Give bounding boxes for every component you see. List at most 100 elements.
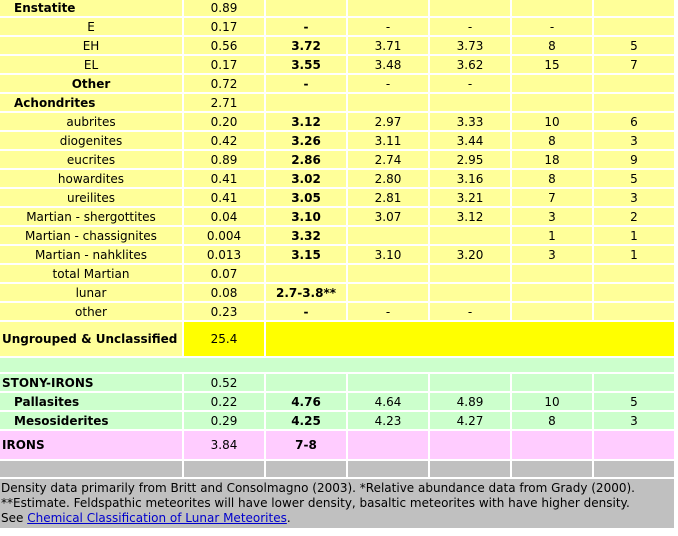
abundance-value: 0.89: [184, 0, 264, 16]
density-max: 2.95: [430, 151, 510, 168]
table-row-nakhlites: Martian - nahklites 0.013 3.15 3.10 3.20…: [0, 246, 674, 263]
density-min: 2.81: [348, 189, 428, 206]
class-name: Mesosiderites: [0, 412, 182, 429]
density-value: 3.26: [266, 132, 346, 149]
empty-cell: [512, 461, 592, 477]
density-value: 2.86: [266, 151, 346, 168]
class-name: other: [0, 303, 182, 320]
abundance-value: 2.71: [184, 94, 264, 111]
density-max: 3.62: [430, 56, 510, 73]
meteorite-count: 9: [594, 151, 674, 168]
meteorite-count: [594, 94, 674, 111]
abundance-value: 0.72: [184, 75, 264, 92]
density-min: [348, 94, 428, 111]
empty-cell: [266, 322, 674, 356]
class-name: Pallasites: [0, 393, 182, 410]
class-name: Ungrouped & Unclassified: [0, 322, 182, 356]
density-value: 4.25: [266, 412, 346, 429]
empty-cell: [0, 358, 674, 372]
empty-cell: [348, 461, 428, 477]
sample-count: 8: [512, 37, 592, 54]
sample-count: 10: [512, 113, 592, 130]
footnote-line-2: **Estimate. Feldspathic meteorites will …: [1, 496, 630, 510]
class-name: lunar: [0, 284, 182, 301]
density-min: -: [348, 18, 428, 35]
density-min: 3.71: [348, 37, 428, 54]
sample-count: [512, 284, 592, 301]
density-max: 3.73: [430, 37, 510, 54]
abundance-value: 0.013: [184, 246, 264, 263]
density-min: [348, 284, 428, 301]
density-max: 3.21: [430, 189, 510, 206]
footnote: Density data primarily from Britt and Co…: [0, 479, 674, 528]
class-name: Other: [0, 75, 182, 92]
density-value: 4.76: [266, 393, 346, 410]
abundance-value: 0.17: [184, 18, 264, 35]
abundance-value: 0.22: [184, 393, 264, 410]
meteorite-count: 3: [594, 412, 674, 429]
meteorite-count: [594, 284, 674, 301]
table-row-ungrouped: Ungrouped & Unclassified 25.4: [0, 322, 674, 356]
table-row-achondrites: Achondrites 2.71: [0, 94, 674, 111]
see-suffix: .: [286, 511, 291, 525]
density-value: [266, 265, 346, 282]
density-min: [348, 227, 428, 244]
abundance-value: 0.20: [184, 113, 264, 130]
table-row-shergottites: Martian - shergottites 0.04 3.10 3.07 3.…: [0, 208, 674, 225]
density-value: 7-8: [266, 431, 346, 459]
density-max: 3.33: [430, 113, 510, 130]
class-name: Achondrites: [0, 94, 182, 111]
class-name: ureilites: [0, 189, 182, 206]
density-min: [348, 0, 428, 16]
density-max: [430, 227, 510, 244]
density-min: [348, 431, 428, 459]
table-row-mesosiderites: Mesosiderites 0.29 4.25 4.23 4.27 8 3: [0, 412, 674, 429]
density-value: 2.7-3.8**: [266, 284, 346, 301]
density-max: 3.16: [430, 170, 510, 187]
sample-count: 8: [512, 132, 592, 149]
density-max: [430, 94, 510, 111]
table-row-eh: EH 0.56 3.72 3.71 3.73 8 5: [0, 37, 674, 54]
meteorite-count: 1: [594, 246, 674, 263]
density-value: [266, 374, 346, 391]
table-row-chassignites: Martian - chassignites 0.004 3.32 1 1: [0, 227, 674, 244]
abundance-value: 0.23: [184, 303, 264, 320]
sample-count: 1: [512, 227, 592, 244]
class-name: E: [0, 18, 182, 35]
density-min: 3.07: [348, 208, 428, 225]
class-name: Martian - shergottites: [0, 208, 182, 225]
table-row-lunar: lunar 0.08 2.7-3.8**: [0, 284, 674, 301]
sample-count: [512, 431, 592, 459]
density-value: 3.10: [266, 208, 346, 225]
meteorite-count: 6: [594, 113, 674, 130]
class-name: EL: [0, 56, 182, 73]
abundance-value: 0.004: [184, 227, 264, 244]
sample-count: 15: [512, 56, 592, 73]
density-value: -: [266, 303, 346, 320]
spacer-row: [0, 358, 674, 372]
abundance-value: 0.29: [184, 412, 264, 429]
density-max: [430, 0, 510, 16]
density-max: [430, 431, 510, 459]
class-name: STONY-IRONS: [0, 374, 182, 391]
table-row-eucrites: eucrites 0.89 2.86 2.74 2.95 18 9: [0, 151, 674, 168]
lunar-classification-link[interactable]: Chemical Classification of Lunar Meteori…: [27, 511, 287, 525]
table-row-ureilites: ureilites 0.41 3.05 2.81 3.21 7 3: [0, 189, 674, 206]
density-min: 3.48: [348, 56, 428, 73]
density-max: 3.20: [430, 246, 510, 263]
abundance-value: 0.17: [184, 56, 264, 73]
density-max: [430, 265, 510, 282]
table-row-aubrites: aubrites 0.20 3.12 2.97 3.33 10 6: [0, 113, 674, 130]
class-name: eucrites: [0, 151, 182, 168]
meteorite-count: [594, 0, 674, 16]
meteorite-count: [594, 265, 674, 282]
density-max: 4.89: [430, 393, 510, 410]
class-name: aubrites: [0, 113, 182, 130]
meteorite-count: [594, 75, 674, 92]
empty-cell: [594, 461, 674, 477]
table-row-other: Other 0.72 - - -: [0, 75, 674, 92]
sample-count: [512, 0, 592, 16]
density-max: -: [430, 303, 510, 320]
density-min: [348, 265, 428, 282]
meteorite-count: 1: [594, 227, 674, 244]
